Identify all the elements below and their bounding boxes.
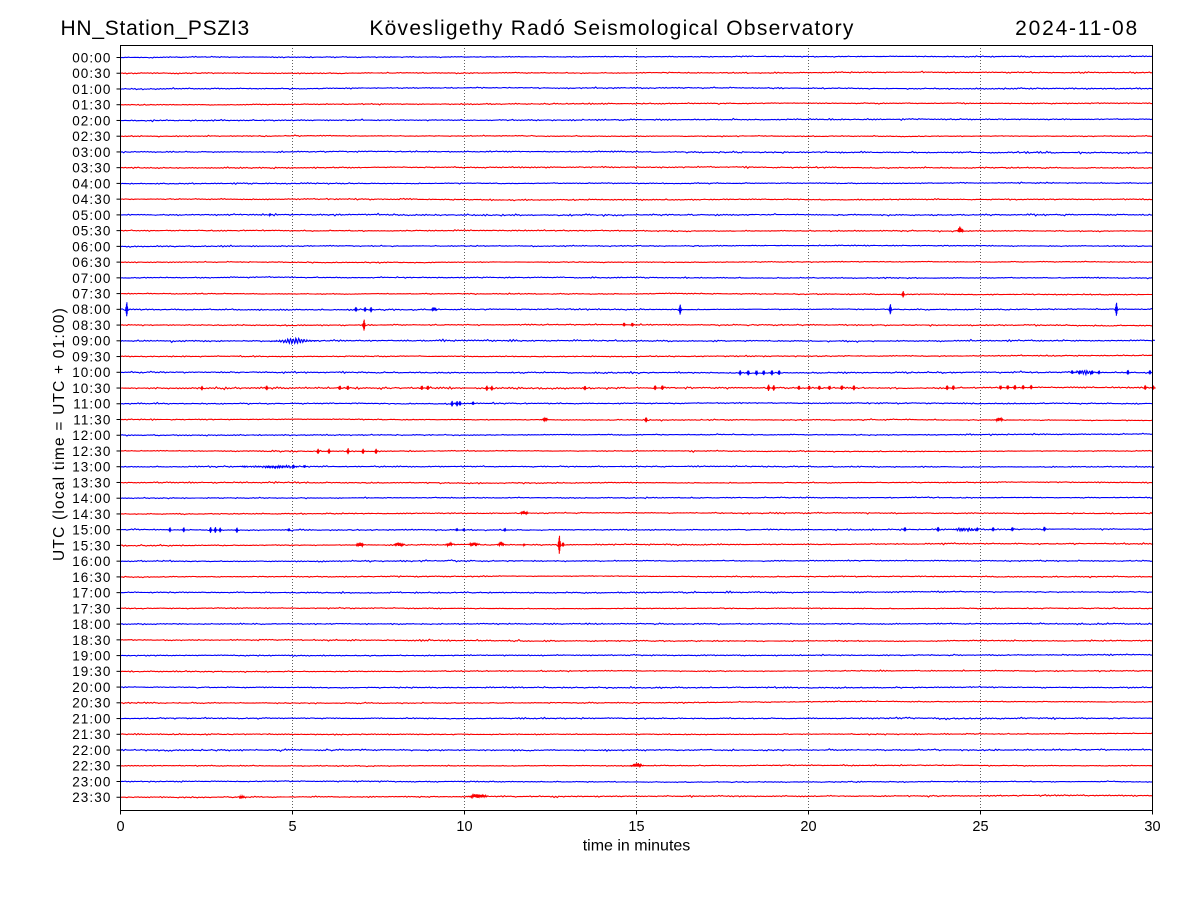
svg-text:07:30: 07:30	[72, 287, 111, 302]
svg-text:04:00: 04:00	[72, 176, 111, 191]
svg-text:18:00: 18:00	[72, 617, 111, 632]
svg-text:03:30: 03:30	[72, 161, 111, 176]
svg-text:17:30: 17:30	[72, 601, 111, 616]
svg-text:13:30: 13:30	[72, 475, 111, 490]
svg-text:08:00: 08:00	[72, 302, 111, 317]
svg-text:12:00: 12:00	[72, 428, 111, 443]
svg-text:22:30: 22:30	[72, 759, 111, 774]
svg-text:08:30: 08:30	[72, 318, 111, 333]
svg-text:13:00: 13:00	[72, 460, 111, 475]
svg-text:30: 30	[1144, 819, 1160, 835]
svg-text:5: 5	[288, 819, 296, 835]
svg-text:01:00: 01:00	[72, 82, 111, 97]
svg-text:0: 0	[116, 819, 124, 835]
svg-text:06:00: 06:00	[72, 239, 111, 254]
svg-text:00:00: 00:00	[72, 50, 111, 65]
svg-text:02:00: 02:00	[72, 113, 111, 128]
svg-text:21:30: 21:30	[72, 727, 111, 742]
svg-text:05:30: 05:30	[72, 224, 111, 239]
svg-text:25: 25	[972, 819, 988, 835]
svg-text:15:30: 15:30	[72, 538, 111, 553]
svg-text:20: 20	[800, 819, 816, 835]
svg-text:14:30: 14:30	[72, 507, 111, 522]
svg-text:07:00: 07:00	[72, 271, 111, 286]
svg-text:12:30: 12:30	[72, 444, 111, 459]
svg-text:Kövesligethy Radó Seismologica: Kövesligethy Radó Seismological Observat…	[369, 17, 854, 40]
svg-text:04:30: 04:30	[72, 192, 111, 207]
svg-text:2024-11-08: 2024-11-08	[1015, 17, 1139, 40]
svg-text:14:00: 14:00	[72, 491, 111, 506]
svg-text:00:30: 00:30	[72, 66, 111, 81]
svg-text:23:30: 23:30	[72, 790, 111, 805]
svg-text:16:00: 16:00	[72, 554, 111, 569]
svg-text:02:30: 02:30	[72, 129, 111, 144]
svg-text:09:30: 09:30	[72, 349, 111, 364]
svg-text:09:00: 09:00	[72, 334, 111, 349]
svg-text:16:30: 16:30	[72, 570, 111, 585]
svg-text:03:00: 03:00	[72, 145, 111, 160]
svg-text:20:30: 20:30	[72, 696, 111, 711]
svg-text:17:00: 17:00	[72, 586, 111, 601]
svg-text:10: 10	[456, 819, 472, 835]
svg-text:19:00: 19:00	[72, 649, 111, 664]
svg-text:10:00: 10:00	[72, 365, 111, 380]
svg-text:11:30: 11:30	[73, 412, 111, 427]
svg-text:UTC (local time = UTC + 01:00): UTC (local time = UTC + 01:00)	[51, 307, 68, 561]
svg-text:HN_Station_PSZI3: HN_Station_PSZI3	[61, 17, 250, 40]
svg-text:22:00: 22:00	[72, 743, 111, 758]
svg-text:23:00: 23:00	[72, 774, 111, 789]
svg-text:time in minutes: time in minutes	[583, 838, 691, 855]
svg-text:15:00: 15:00	[72, 523, 111, 538]
svg-text:11:00: 11:00	[73, 397, 111, 412]
svg-text:05:00: 05:00	[72, 208, 111, 223]
svg-text:15: 15	[628, 819, 644, 835]
svg-text:21:00: 21:00	[72, 712, 111, 727]
svg-text:06:30: 06:30	[72, 255, 111, 270]
svg-text:20:00: 20:00	[72, 680, 111, 695]
svg-text:19:30: 19:30	[72, 664, 111, 679]
svg-text:10:30: 10:30	[72, 381, 111, 396]
svg-text:18:30: 18:30	[72, 633, 111, 648]
svg-text:01:30: 01:30	[72, 98, 111, 113]
